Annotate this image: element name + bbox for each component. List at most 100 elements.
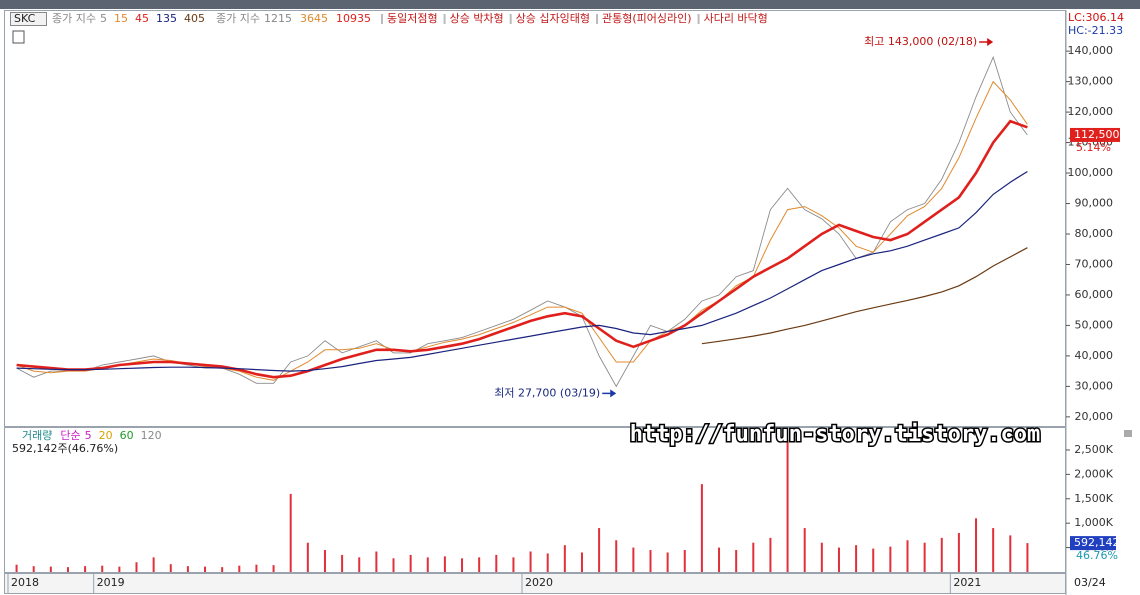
symbol: SKC	[14, 12, 36, 25]
volume-bar	[632, 547, 635, 572]
x-tick-label: 2018	[11, 576, 39, 589]
x-tick-label: 2019	[97, 576, 125, 589]
volume-bar	[84, 566, 87, 572]
price-panel	[4, 10, 1066, 427]
volume-bar	[341, 554, 344, 572]
volume-bar	[580, 552, 583, 572]
volume-bar	[186, 566, 189, 572]
volume-bar	[323, 550, 326, 572]
volume-bar	[975, 518, 978, 572]
volume-bar	[118, 566, 121, 572]
legend-entry: 45	[135, 12, 149, 25]
y-tick-label: 120,000	[1068, 105, 1114, 118]
volume-ma-entry: 60	[120, 429, 134, 442]
change-label: 5.14%	[1076, 141, 1111, 154]
volume-bar	[820, 542, 823, 572]
legend-entry: 10935	[336, 12, 371, 25]
hc-label: HC:-21.33	[1068, 24, 1123, 37]
pattern-label: 동일저점형	[387, 11, 438, 25]
volume-bar	[238, 565, 241, 572]
volume-bar	[923, 542, 926, 572]
watermark: http://funfun-story.tistory.com	[630, 422, 1041, 447]
y-tick-label: 60,000	[1075, 288, 1114, 301]
volume-bar	[683, 550, 686, 572]
volume-bar	[1026, 543, 1029, 572]
last-price-label: 112,500	[1074, 128, 1120, 141]
volume-bar	[735, 550, 738, 572]
volume-bar	[906, 540, 909, 572]
volume-bar	[529, 551, 532, 572]
ma-line	[16, 119, 1028, 379]
pattern-label: 상승 십자잉태형	[516, 12, 590, 25]
volume-bar	[426, 557, 429, 572]
volume-bar	[204, 566, 207, 572]
volume-bar	[769, 537, 772, 572]
last-price-box	[1070, 127, 1120, 142]
y-tick-label: 50,000	[1075, 318, 1114, 331]
symbol-box	[10, 12, 47, 26]
last-date-label: 03/24	[1074, 576, 1106, 589]
low-arrowhead	[610, 389, 617, 398]
volume-bar	[306, 542, 309, 572]
y-tick-label: 2,000K	[1074, 467, 1113, 480]
volume-ma-label: 단순	[60, 429, 80, 442]
legend-entry: 5	[100, 12, 107, 25]
y-tick-label: 20,000	[1075, 410, 1114, 423]
pattern-divider	[596, 14, 599, 24]
volume-bar	[855, 545, 858, 572]
volume-bar	[872, 548, 875, 572]
volume-bar	[889, 546, 892, 572]
volume-bar	[221, 567, 224, 572]
volume-bar	[700, 484, 703, 572]
y-tick-label: 2,500K	[1074, 443, 1113, 456]
pattern-label: 상승 박차형	[450, 12, 504, 25]
pattern-divider	[380, 14, 383, 24]
legend-entry: 135	[156, 12, 177, 25]
volume-bar	[992, 528, 995, 572]
volume-bar	[409, 554, 412, 572]
volume-bar	[461, 558, 464, 572]
y-tick-label: 130,000	[1068, 75, 1114, 88]
lc-label: LC:306.14	[1068, 11, 1124, 24]
y-tick-label: 80,000	[1075, 227, 1114, 240]
volume-bar	[169, 564, 172, 572]
volume-bar	[598, 528, 601, 572]
panel-button[interactable]	[1124, 430, 1132, 437]
volume-bar	[1009, 535, 1012, 572]
pattern-divider	[697, 14, 700, 24]
volume-bar	[786, 440, 789, 572]
volume-ma-entry: 5	[85, 429, 92, 442]
volume-bar	[49, 566, 52, 572]
volume-ma-entry: 120	[141, 429, 162, 442]
y-tick-label: 30,000	[1075, 379, 1114, 392]
volume-bar	[563, 545, 566, 572]
volume-bar	[495, 554, 498, 572]
high-arrowhead	[987, 38, 994, 46]
last-volume-label: 592,142	[1074, 536, 1120, 549]
legend-entry: 15	[114, 12, 128, 25]
volume-bar	[615, 540, 618, 572]
volume-bar	[392, 558, 395, 572]
y-tick-label: 100,000	[1068, 166, 1114, 179]
low-label: 최저 27,700 (03/19)	[494, 386, 600, 399]
volume-bar	[957, 532, 960, 572]
volume-bar	[649, 550, 652, 572]
volume-ma-entry: 20	[99, 429, 113, 442]
volume-legend-label: 거래량	[22, 429, 52, 442]
volume-bar	[358, 557, 361, 572]
volume-bar	[443, 556, 446, 572]
volume-bar	[101, 565, 104, 572]
toolbar-strip	[0, 0, 1140, 9]
volume-bar	[135, 562, 138, 572]
volume-bar	[272, 565, 275, 572]
pattern-label: 사다리 바닥형	[704, 12, 768, 25]
pattern-label: 관통형(피어싱라인)	[602, 12, 692, 25]
legend-label: 종가 지수	[216, 12, 260, 25]
volume-bar	[837, 547, 840, 572]
volume-bar	[32, 566, 35, 572]
volume-bar	[940, 537, 943, 572]
grid-icon[interactable]	[12, 30, 25, 44]
volume-bar	[478, 557, 481, 572]
pattern-divider	[443, 14, 446, 24]
